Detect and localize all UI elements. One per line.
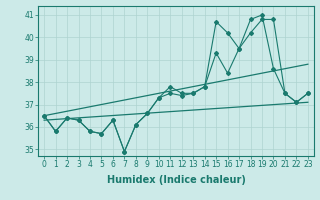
X-axis label: Humidex (Indice chaleur): Humidex (Indice chaleur) [107, 175, 245, 185]
